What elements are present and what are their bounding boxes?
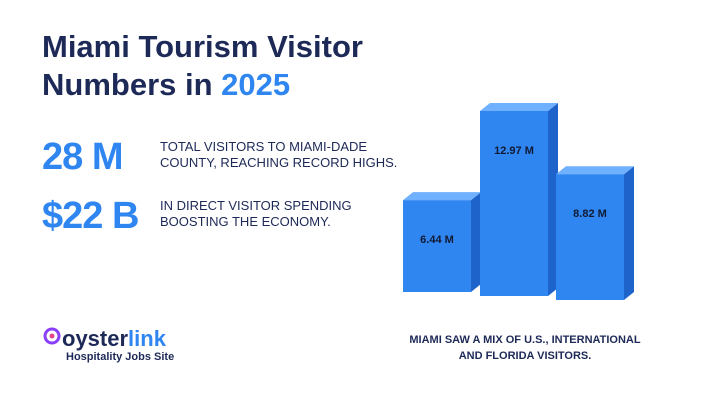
bar bbox=[480, 111, 548, 296]
logo-tagline: Hospitality Jobs Site bbox=[66, 351, 175, 363]
bar bbox=[403, 200, 471, 292]
bar-side bbox=[471, 192, 481, 292]
logo-blue: link bbox=[128, 326, 166, 351]
bar-top bbox=[556, 166, 634, 175]
stat-text: IN DIRECT VISITOR SPENDING BOOSTING THE … bbox=[160, 198, 352, 229]
stat-figure: $22 B bbox=[42, 195, 139, 237]
title-highlight: 2025 bbox=[221, 67, 291, 102]
bar-side bbox=[624, 166, 634, 300]
title-main: Miami Tourism Visitor Numbers in bbox=[42, 29, 363, 102]
logo-icon bbox=[43, 327, 61, 345]
value-label: 12.97 M bbox=[494, 145, 534, 157]
value-label: 6.44 M bbox=[420, 234, 454, 246]
stat-text: TOTAL VISITORS TO MIAMI-DADE COUNTY, REA… bbox=[160, 139, 398, 170]
title: Miami Tourism Visitor Numbers in 2025 bbox=[42, 28, 422, 104]
bar-top bbox=[480, 103, 558, 111]
bar-top bbox=[403, 192, 481, 201]
value-label: 8.82 M bbox=[573, 208, 607, 220]
bar-side bbox=[548, 103, 558, 296]
caption: MIAMI SAW A MIX OF U.S., INTERNATIONAL A… bbox=[409, 334, 641, 362]
logo: oysterlink bbox=[42, 326, 166, 352]
stat-figure: 28 M bbox=[42, 136, 123, 178]
bar bbox=[556, 174, 624, 300]
logo-dark: oyster bbox=[62, 326, 129, 351]
